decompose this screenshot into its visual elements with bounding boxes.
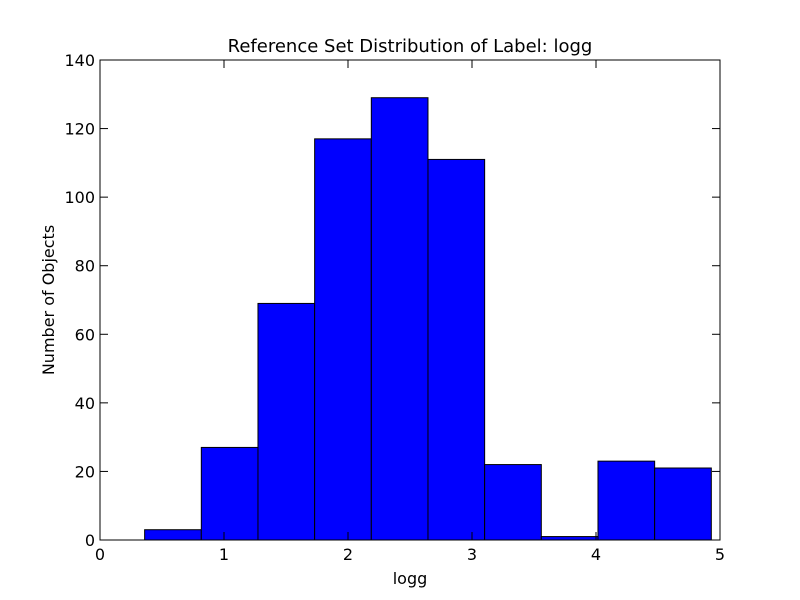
chart-title: Reference Set Distribution of Label: log… (228, 36, 593, 57)
y-tick-label: 140 (64, 51, 95, 70)
x-tick-label: 2 (343, 545, 353, 564)
y-axis-label: Number of Objects (39, 225, 58, 375)
histogram-bar (654, 467, 712, 541)
histogram-bar (200, 446, 259, 541)
x-tick-label: 0 (95, 545, 105, 564)
x-tick-label: 3 (467, 545, 477, 564)
y-tick-label: 20 (75, 462, 95, 481)
histogram-bar (540, 536, 599, 541)
histogram-bar (314, 138, 372, 541)
x-tick-label: 4 (591, 545, 601, 564)
y-tick-label: 120 (64, 120, 95, 139)
y-tick-label: 40 (75, 394, 95, 413)
histogram-bar (597, 460, 656, 541)
histogram-bar (370, 97, 429, 541)
y-tick-label: 100 (64, 188, 95, 207)
y-tick-label: 60 (75, 325, 95, 344)
histogram-bar (484, 464, 542, 541)
bars-group (144, 97, 712, 541)
plot-frame (99, 59, 721, 541)
y-tick-label: 0 (85, 531, 95, 550)
x-axis-label: logg (393, 569, 428, 588)
ticks-group: 0 1 2 3 4 5 0 20 40 60 80 100 120 140 (64, 51, 725, 564)
x-tick-label: 1 (219, 545, 229, 564)
histogram-bar (257, 302, 316, 541)
x-tick-label: 5 (715, 545, 725, 564)
histogram-bar (144, 529, 202, 541)
y-tick-label: 80 (75, 257, 95, 276)
histogram-bar (427, 158, 486, 541)
